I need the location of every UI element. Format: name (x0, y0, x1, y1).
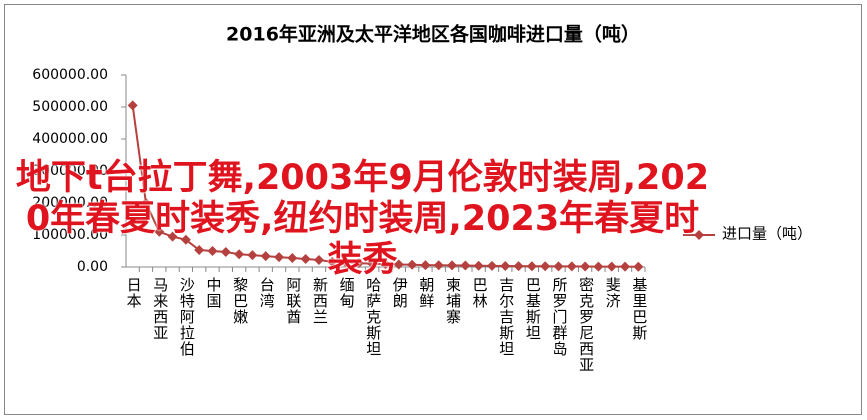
marker (340, 257, 351, 268)
x-tick-label: 新西兰 (311, 277, 328, 325)
marker (526, 261, 537, 272)
x-tick-label: 日本 (125, 277, 142, 309)
x-tick-label: 哈萨克斯坦 (364, 277, 381, 357)
marker (407, 259, 418, 270)
marker (433, 260, 444, 271)
x-tick-label: 所罗门群岛 (551, 277, 568, 357)
y-tick-label: 200000.00 (32, 195, 108, 211)
marker (620, 261, 631, 272)
x-tick-label: 斐济 (604, 277, 621, 309)
marker (287, 253, 298, 264)
marker (540, 261, 551, 272)
marker (207, 246, 218, 256)
marker (420, 260, 431, 271)
x-tick-label: 基里巴斯 (630, 277, 647, 341)
marker (566, 261, 577, 272)
marker (127, 100, 138, 111)
marker (380, 259, 391, 270)
x-tick-label: 巴林 (471, 277, 488, 309)
marker (167, 231, 178, 242)
marker (154, 226, 165, 237)
marker (313, 254, 324, 265)
marker (447, 260, 458, 271)
x-tick-label: 黎巴嫩 (231, 277, 248, 325)
marker (553, 261, 564, 272)
y-tick-label: 100000.00 (32, 227, 108, 243)
marker (140, 198, 151, 208)
x-tick-label: 缅甸 (338, 277, 355, 309)
marker (327, 256, 338, 267)
marker (633, 261, 644, 272)
marker (606, 261, 617, 272)
chart-title: 2016年亚洲及太平洋地区各国咖啡进口量（吨） (226, 23, 640, 46)
marker (367, 258, 378, 269)
x-tick-label: 沙特阿拉伯 (178, 277, 195, 357)
marker (247, 250, 258, 261)
marker (513, 261, 524, 272)
marker (234, 249, 245, 260)
x-tick-label: 中国 (205, 277, 221, 309)
y-tick-label: 500000.00 (32, 99, 108, 115)
marker (220, 246, 231, 257)
marker (194, 245, 205, 256)
legend-marker (694, 230, 704, 240)
marker (300, 254, 311, 264)
marker (593, 261, 604, 272)
y-tick-label: 300000.00 (32, 163, 108, 179)
y-tick-label: 0.00 (77, 259, 108, 275)
marker (260, 251, 271, 262)
legend-label: 进口量（吨） (722, 225, 812, 242)
marker (486, 260, 497, 271)
marker (180, 234, 191, 245)
x-tick-label: 伊朗 (391, 277, 408, 309)
marker (274, 252, 285, 263)
y-tick-label: 400000.00 (32, 131, 108, 147)
chart-border (4, 4, 862, 415)
overlay-text: 地下t台拉丁舞,2003年9月伦敦时装周,2020年春夏时装秀,纽约时装周,20… (15, 158, 710, 280)
x-tick-label: 马来西亚 (151, 277, 168, 341)
x-tick-label: 密克罗尼西亚 (577, 277, 594, 373)
x-tick-label: 吉尔吉斯坦 (497, 277, 514, 357)
marker (500, 261, 511, 272)
y-tick-label: 600000.00 (32, 67, 108, 83)
x-tick-label: 朝鲜 (417, 277, 434, 309)
x-tick-label: 柬埔寨 (444, 277, 461, 325)
x-tick-label: 阿联酋 (284, 277, 301, 325)
marker (460, 260, 471, 271)
marker (353, 258, 364, 269)
marker (393, 259, 404, 270)
marker (473, 260, 484, 271)
x-tick-label: 巴基斯坦 (524, 277, 541, 341)
x-tick-label: 台湾 (258, 277, 275, 309)
marker (580, 261, 591, 272)
